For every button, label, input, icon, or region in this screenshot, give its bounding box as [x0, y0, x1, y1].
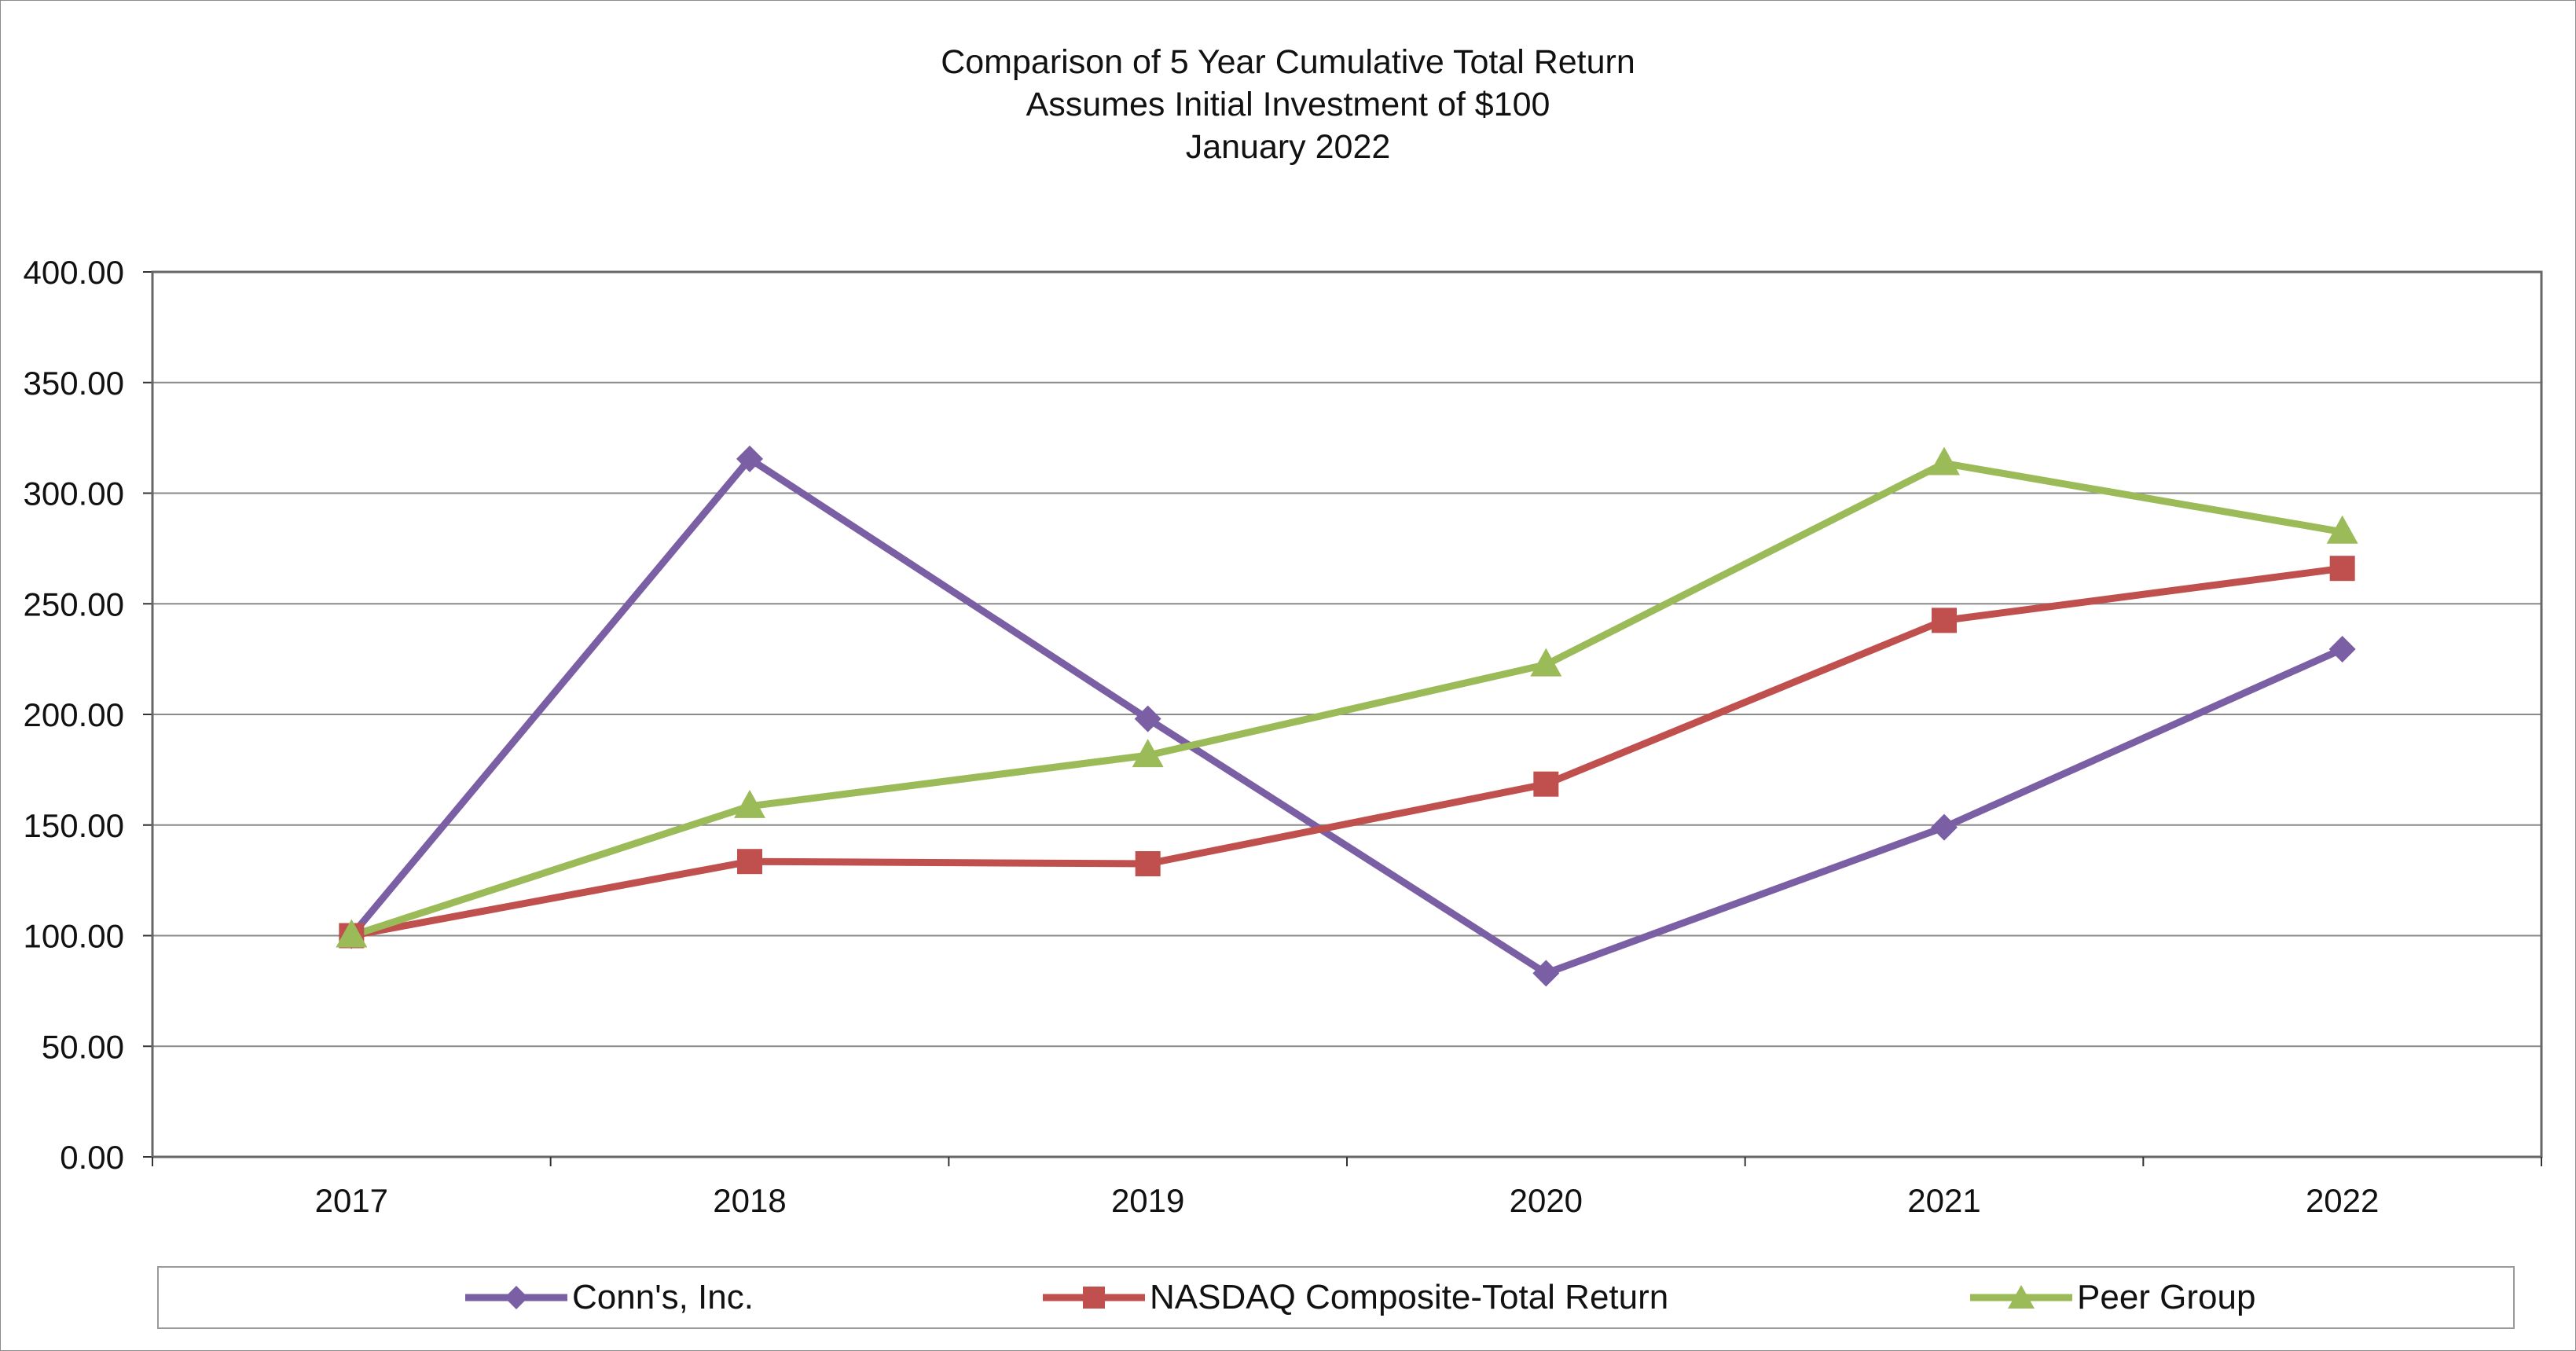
legend-swatch-conns	[465, 1286, 567, 1309]
diamond-marker	[2328, 635, 2356, 663]
series-line-nasdaq	[347, 564, 2347, 939]
legend-swatch-nasdaq	[1043, 1287, 1145, 1309]
chart-title-line-3: January 2022	[1185, 128, 1391, 166]
x-tick-label: 2022	[2306, 1182, 2379, 1219]
y-tick-label: 250.00	[24, 586, 124, 622]
triangle-marker	[1530, 648, 1562, 677]
x-tick-label: 2017	[315, 1182, 388, 1219]
x-tick-label: 2019	[1111, 1182, 1184, 1219]
legend-item-nasdaq: NASDAQ Composite-Total Return	[1043, 1268, 1668, 1327]
chart-title-line-2: Assumes Initial Investment of $100	[1026, 86, 1550, 123]
legend-label-peer: Peer Group	[2077, 1278, 2256, 1316]
legend-square-marker	[1083, 1287, 1105, 1309]
legend: Conn's, Inc. NASDAQ Composite-Total Retu…	[157, 1266, 2515, 1329]
y-tick-label: 300.00	[24, 475, 124, 512]
diamond-marker	[1532, 960, 1560, 987]
y-tick-label: 50.00	[42, 1028, 124, 1065]
series-line-peer	[347, 459, 2347, 939]
y-tick-label: 100.00	[24, 918, 124, 955]
line-chart: 0.00 50.00 100.00 150.00 200.00 250.00 300.00 3…	[24, 254, 2543, 1219]
square-marker	[1135, 851, 1161, 877]
diamond-marker	[1931, 813, 1958, 841]
square-marker	[1533, 771, 1559, 797]
chart-title: Comparison of 5 Year Cumulative Total Re…	[0, 41, 2576, 168]
y-tick-label: 200.00	[24, 696, 124, 733]
square-marker	[737, 849, 762, 875]
x-tick-label: 2018	[713, 1182, 786, 1219]
legend-swatch-peer	[1970, 1285, 2072, 1309]
legend-label-nasdaq: NASDAQ Composite-Total Return	[1150, 1278, 1669, 1316]
legend-item-conns: Conn's, Inc.	[465, 1268, 754, 1327]
triangle-marker	[734, 789, 765, 818]
legend-diamond-marker	[505, 1286, 528, 1309]
triangle-marker	[1132, 739, 1164, 768]
square-marker	[2329, 556, 2355, 582]
y-tick-label: 400.00	[24, 254, 124, 291]
legend-item-peer: Peer Group	[1970, 1268, 2255, 1327]
y-tick-label: 150.00	[24, 807, 124, 844]
square-marker	[1932, 608, 1957, 633]
triangle-marker	[336, 919, 368, 948]
diamond-marker	[1134, 705, 1161, 732]
legend-triangle-marker	[2008, 1285, 2035, 1309]
legend-label-conns: Conn's, Inc.	[572, 1278, 754, 1316]
x-tick-label: 2020	[1510, 1182, 1583, 1219]
series-line-conns	[347, 455, 2347, 977]
chart-title-line-1: Comparison of 5 Year Cumulative Total Re…	[941, 43, 1635, 81]
x-tick-label: 2021	[1907, 1182, 1980, 1219]
triangle-marker	[2326, 515, 2358, 544]
diamond-marker	[736, 445, 763, 472]
triangle-marker	[1928, 446, 1960, 475]
y-tick-label: 0.00	[60, 1139, 124, 1176]
y-tick-label: 350.00	[24, 365, 124, 402]
